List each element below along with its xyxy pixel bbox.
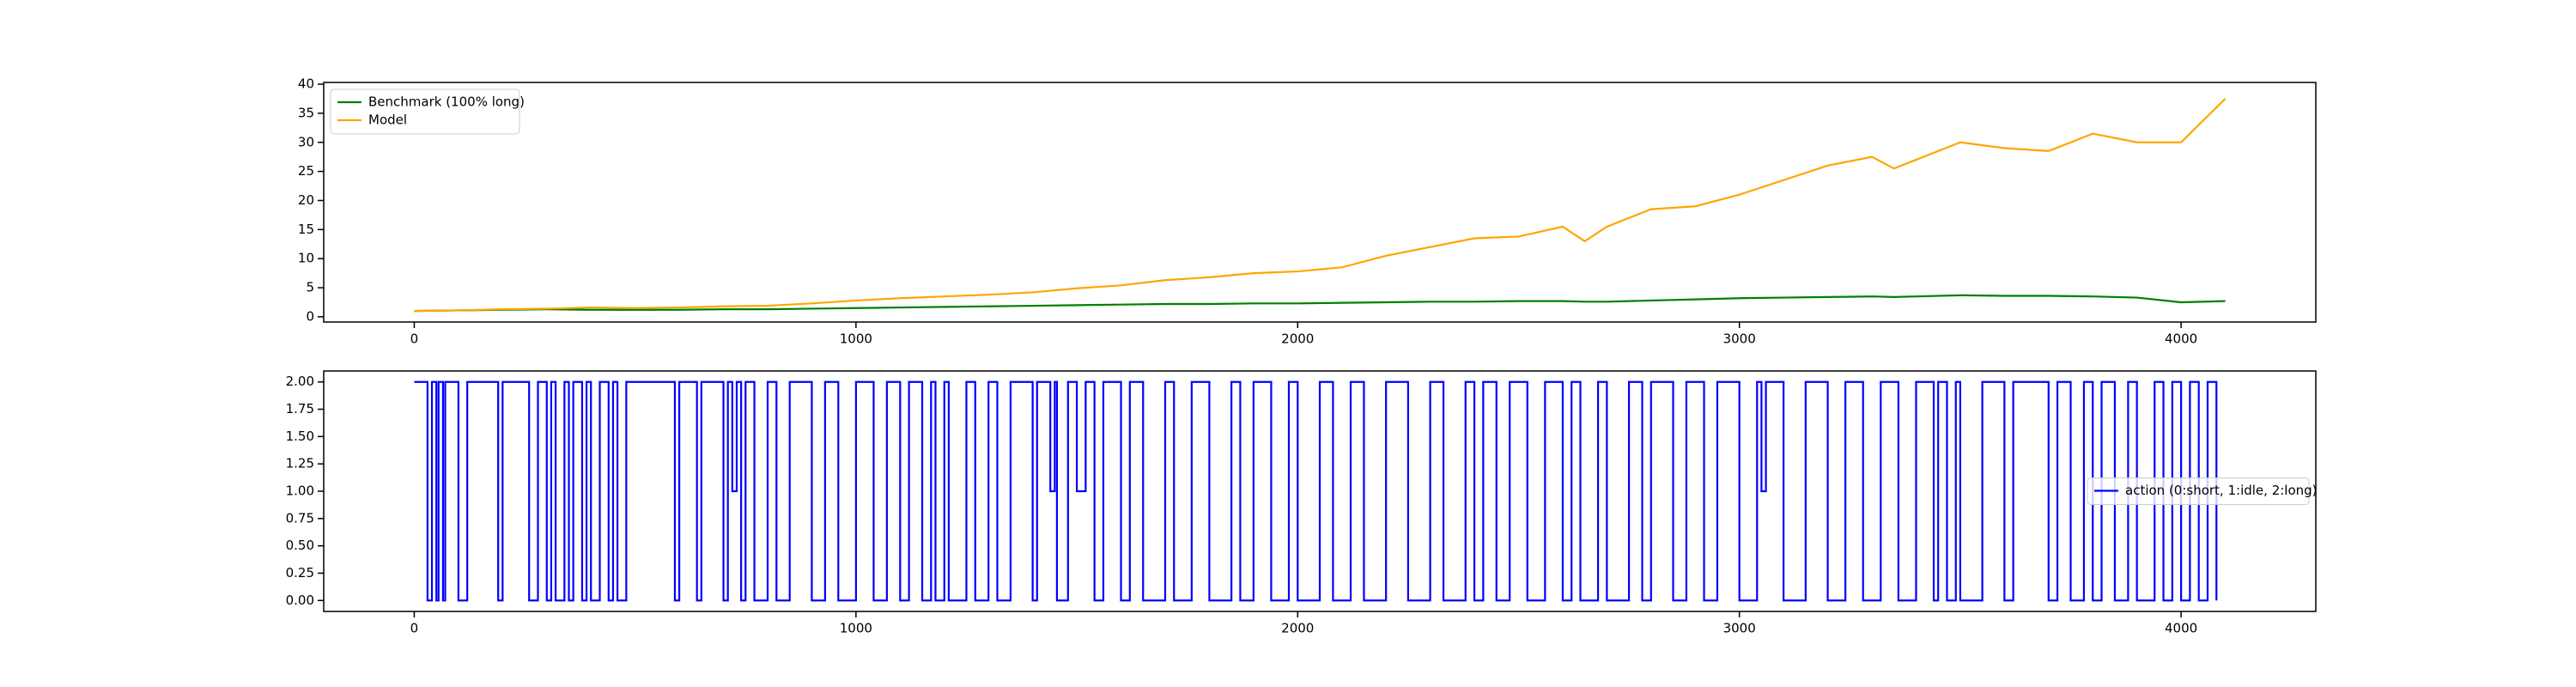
x-tick-label: 2000 [1281,621,1314,636]
y-tick-label: 1.00 [286,483,314,499]
x-tick-label: 4000 [2165,331,2197,347]
y-tick-label: 25 [298,163,314,179]
legend-label: Benchmark (100% long) [368,94,525,110]
y-tick-label: 1.25 [286,456,314,471]
y-tick-label: 1.75 [286,401,314,416]
x-tick-label: 1000 [840,331,872,347]
y-tick-label: 20 [298,192,314,208]
series-line [414,380,2218,602]
legend-label: action (0:short, 1:idle, 2:long) [2125,483,2318,498]
x-tick-label: 0 [410,331,419,347]
y-tick-label: 35 [298,105,314,120]
x-tick-label: 1000 [840,621,872,636]
y-tick-label: 2.00 [286,374,314,389]
x-tick-label: 3000 [1723,621,1756,636]
legend-box [2087,477,2310,505]
x-tick-label: 0 [410,621,419,636]
y-tick-label: 30 [298,134,314,149]
y-tick-label: 40 [298,76,314,92]
y-tick-label: 0.75 [286,510,314,526]
y-tick-label: 10 [298,251,314,266]
y-tick-label: 5 [306,280,314,295]
x-tick-label: 4000 [2165,621,2197,636]
series-line [414,294,2226,313]
y-tick-label: 0.25 [286,565,314,581]
legend-box [330,88,520,135]
x-tick-label: 3000 [1723,331,1756,347]
axes-frame [323,370,2317,612]
y-tick-label: 0.00 [286,593,314,608]
y-tick-label: 0.50 [286,538,314,553]
series-line [414,98,2227,313]
y-tick-label: 15 [298,222,314,237]
x-tick-label: 2000 [1281,331,1314,347]
y-tick-label: 0 [306,308,314,324]
y-tick-label: 1.50 [286,429,314,444]
axes-frame [323,82,2317,323]
legend-label: Model [368,112,407,128]
